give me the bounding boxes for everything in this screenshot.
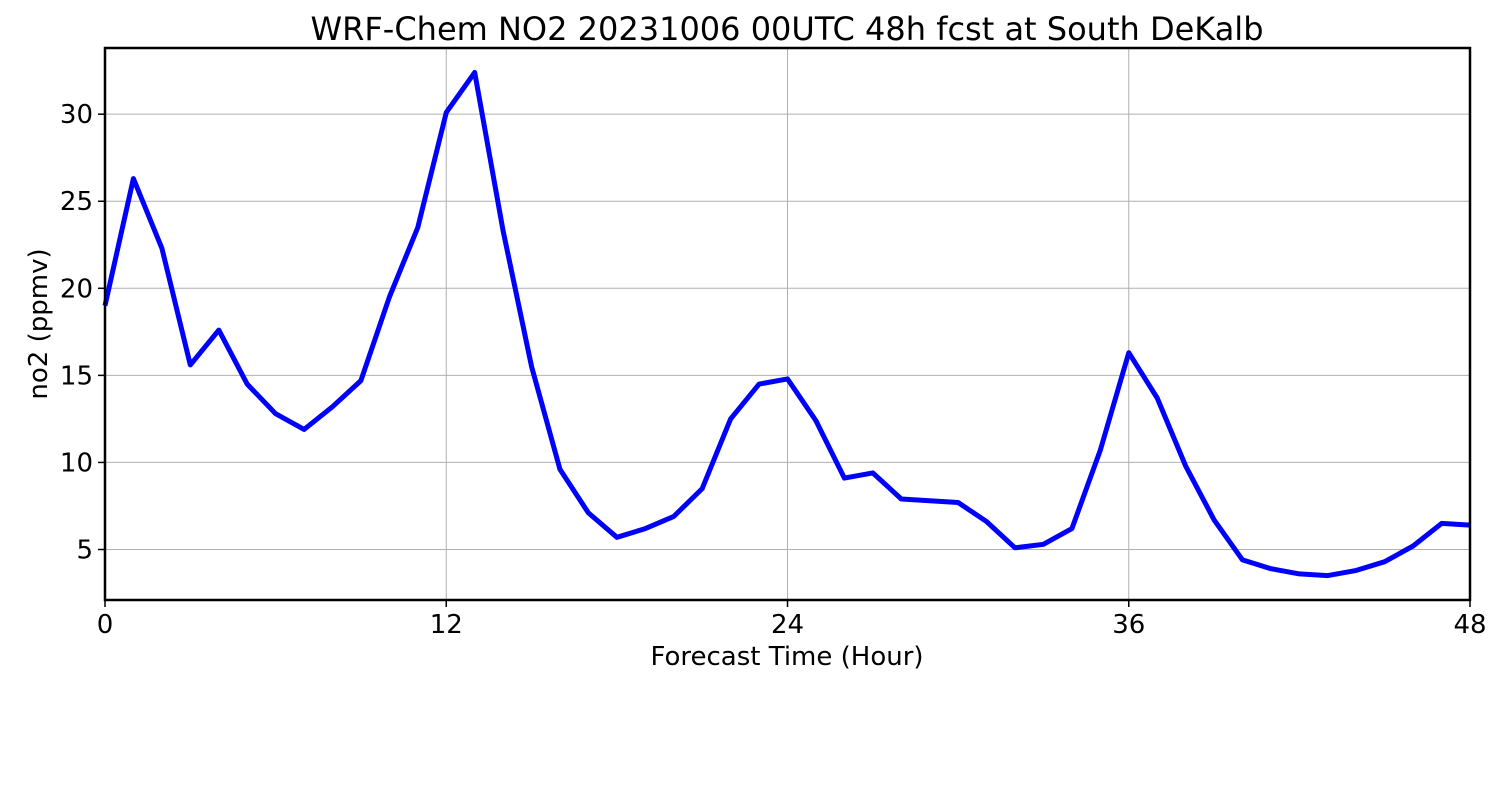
axis-ticks: 0 12 24 36 48 5 10 15 20 25 30: [60, 100, 1487, 640]
x-tick-label: 24: [771, 610, 804, 640]
x-tick-label: 36: [1112, 610, 1145, 640]
y-tick-label: 10: [60, 448, 93, 478]
no2-series-line: [102, 69, 1471, 579]
x-tick-label: 48: [1453, 610, 1486, 640]
grid: [104, 48, 1471, 600]
x-tick-label: 0: [97, 610, 114, 640]
y-tick-label: 20: [60, 274, 93, 304]
x-axis-label: Forecast Time (Hour): [650, 642, 923, 672]
y-tick-label: 30: [60, 100, 93, 130]
series-layer: [102, 69, 1471, 579]
y-tick-label: 25: [60, 187, 93, 217]
chart-title: WRF-Chem NO2 20231006 00UTC 48h fcst at …: [311, 10, 1264, 48]
x-tick-label: 12: [430, 610, 463, 640]
y-axis-label: no2 (ppmv): [24, 248, 54, 399]
y-tick-label: 5: [76, 536, 93, 566]
y-tick-label: 15: [60, 361, 93, 391]
